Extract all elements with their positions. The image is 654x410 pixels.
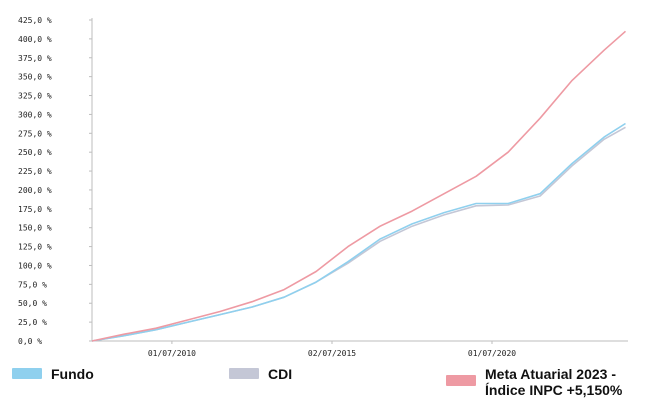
y-tick-label: 425,0 %	[18, 16, 52, 25]
legend-swatch-fundo	[12, 368, 42, 379]
series-line-meta-atuarial	[91, 30, 627, 342]
series-line-cdi	[91, 126, 626, 342]
legend-label-meta-atuarial: Meta Atuarial 2023 - Índice INPC +5,150%	[485, 366, 623, 398]
y-tick-label: 375,0 %	[18, 54, 52, 63]
legend: Fundo CDI Meta Atuarial 2023 - Índice IN…	[0, 366, 654, 410]
x-tick-label: 01/07/2010	[148, 349, 196, 358]
legend-item-fundo: Fundo	[12, 366, 94, 382]
y-tick-label: 300,0 %	[18, 110, 52, 119]
y-tick-label: 350,0 %	[18, 73, 52, 82]
y-tick-label: 200,0 %	[18, 186, 52, 195]
x-axis: 01/07/2010 02/07/2015 01/07/2020	[92, 340, 628, 358]
y-tick-label: 125,0 %	[18, 243, 52, 252]
legend-swatch-cdi	[229, 368, 259, 379]
legend-label-fundo: Fundo	[51, 366, 94, 382]
x-tick-label: 02/07/2015	[308, 349, 356, 358]
y-tick-label: 275,0 %	[18, 129, 52, 138]
y-tick-label: 25,0 %	[18, 318, 47, 327]
x-tick-label: 01/07/2020	[468, 349, 516, 358]
legend-label-cdi: CDI	[268, 366, 293, 382]
legend-item-cdi: CDI	[229, 366, 292, 382]
line-chart: 0,0 % 25,0 % 50,0 % 75,0 % 100,0 % 125,0 % 150…	[18, 16, 628, 358]
y-tick-label: 250,0 %	[18, 148, 52, 157]
plot-area	[91, 30, 627, 342]
y-tick-label: 100,0 %	[18, 261, 52, 270]
legend-swatch-meta-atuarial	[446, 375, 476, 386]
y-tick-label: 325,0 %	[18, 92, 52, 101]
y-tick-label: 150,0 %	[18, 224, 52, 233]
y-tick-label: 75,0 %	[18, 280, 47, 289]
y-tick-label: 0,0 %	[18, 337, 42, 346]
y-tick-label: 225,0 %	[18, 167, 52, 176]
y-tick-label: 175,0 %	[18, 205, 52, 214]
y-axis: 0,0 % 25,0 % 50,0 % 75,0 % 100,0 % 125,0 % 150…	[18, 16, 93, 346]
y-tick-label: 50,0 %	[18, 299, 47, 308]
series-line-fundo	[91, 122, 626, 342]
y-tick-label: 400,0 %	[18, 35, 52, 44]
legend-item-meta-atuarial: Meta Atuarial 2023 - Índice INPC +5,150%	[446, 366, 654, 398]
